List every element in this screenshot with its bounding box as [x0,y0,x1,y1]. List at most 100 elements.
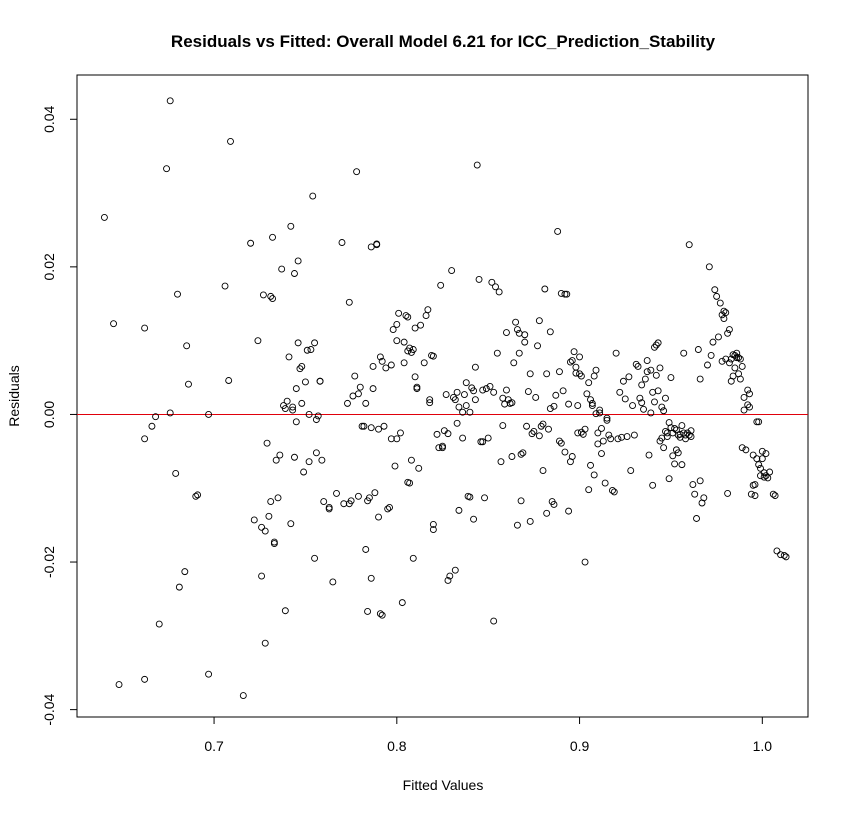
data-point [590,471,598,479]
data-point [338,239,346,246]
data-point [353,168,361,176]
data-point [376,610,384,618]
data-point [254,337,262,345]
data-point [281,405,289,412]
data-point [512,318,520,326]
data-point [369,363,377,370]
data-point [654,387,662,395]
data-point [656,364,664,372]
data-point [612,349,620,357]
data-point [492,283,499,291]
data-point [261,639,269,647]
data-point [307,346,315,353]
data-point [294,257,302,265]
data-point [780,551,788,559]
data-point [471,363,479,371]
data-point [662,394,669,402]
x-axis: 0.7 0.8 0.9 1.0 [204,717,772,754]
data-point [291,270,298,277]
x-tick-label: 0.8 [387,738,407,754]
data-point [278,265,286,273]
data-point [731,351,739,359]
data-point [601,479,609,487]
data-point [446,572,454,580]
data-point [364,608,372,615]
data-point [305,458,313,466]
data-point [738,363,746,370]
data-point [400,359,408,367]
data-point [753,418,761,426]
data-point [596,406,604,414]
data-point [141,324,149,332]
data-point [543,509,551,517]
data-point [362,399,370,407]
data-point [592,410,600,418]
data-point [205,670,213,678]
x-axis-label: Fitted Values [403,777,484,793]
data-point [360,422,368,430]
data-point [453,419,461,427]
data-point [517,450,525,458]
data-point [709,338,717,346]
data-point [640,405,647,413]
data-point [583,390,591,398]
data-point [731,364,739,372]
data-point [393,320,401,328]
data-point [367,424,375,432]
data-point [532,394,540,401]
data-point [585,379,593,387]
data-point [636,394,644,402]
data-point [758,447,766,455]
data-point [380,422,388,430]
data-point [148,422,156,430]
data-point [309,192,317,200]
data-point [742,446,750,454]
data-point [367,574,375,582]
data-point [415,464,423,472]
data-point [751,481,759,489]
data-point [610,488,618,496]
data-point [718,357,726,365]
data-point [508,453,516,460]
data-point [274,494,282,502]
data-point [488,278,496,286]
data-point [565,400,573,408]
data-point [724,329,732,337]
data-point [671,460,679,468]
data-point [450,394,457,401]
data-point [537,422,545,430]
data-point [470,387,478,395]
data-point [354,492,362,500]
data-point [658,403,666,411]
data-point [354,390,362,398]
data-point [715,333,722,341]
data-point [755,461,763,469]
data-point [651,343,658,351]
y-axis: -0.04 -0.02 0.00 0.02 0.04 [41,105,77,726]
data-point [369,385,377,393]
data-point [718,311,726,319]
data-point [490,617,498,625]
data-point [314,412,322,420]
data-point [725,359,733,367]
data-point [716,299,724,307]
data-point [365,494,373,502]
data-point [386,503,393,511]
data-point [292,418,300,426]
data-point [152,413,160,421]
plot-frame [76,74,809,718]
data-point [565,507,573,515]
data-point [762,472,770,480]
data-point [382,364,390,372]
data-point [115,681,123,688]
data-point [711,286,719,294]
data-point [572,369,580,377]
data-point [258,523,266,531]
data-point [596,409,604,417]
data-point [629,402,637,410]
data-point [651,398,658,406]
data-point [303,346,311,354]
data-point [486,382,494,390]
data-point [603,414,611,422]
